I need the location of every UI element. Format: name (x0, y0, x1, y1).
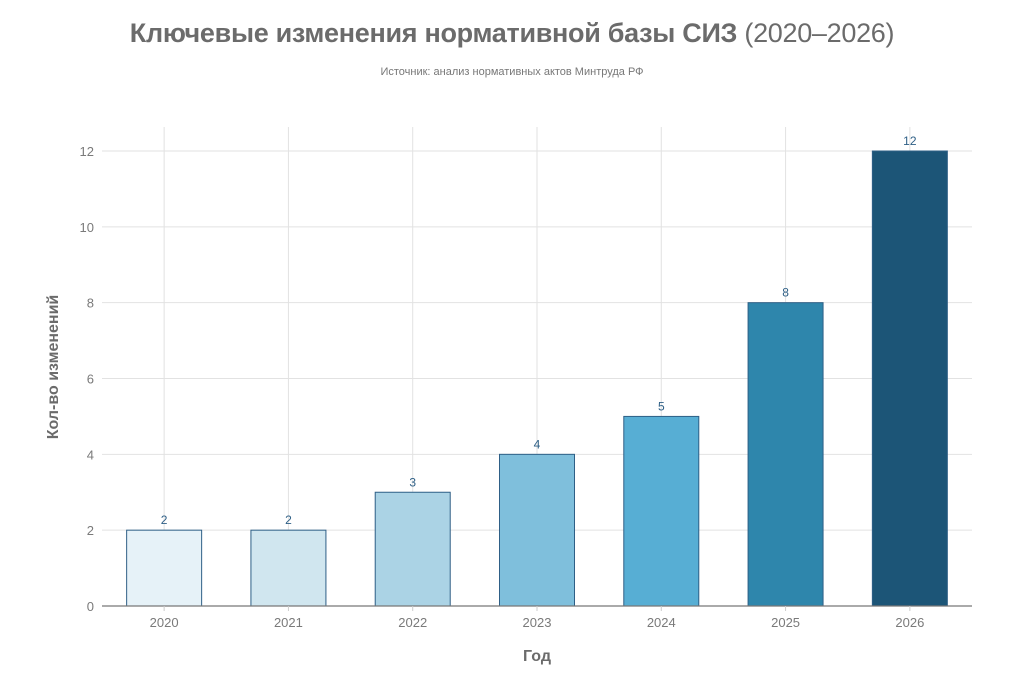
bar-value-label: 2 (285, 513, 292, 527)
bar-2020 (126, 529, 203, 607)
bar-value-label: 12 (903, 134, 917, 148)
x-tick-label: 2021 (274, 615, 303, 630)
bar-2024 (623, 415, 700, 607)
y-tick-label: 4 (87, 447, 94, 462)
x-tick-label: 2024 (647, 615, 676, 630)
y-tick-label: 12 (80, 144, 94, 159)
x-tick-label: 2025 (771, 615, 800, 630)
bar-value-label: 3 (409, 475, 416, 489)
y-tick-label: 10 (80, 220, 94, 235)
bar-value-label: 5 (658, 399, 665, 413)
bar-2023 (499, 453, 575, 607)
y-axis-title: Кол-во изменений (45, 295, 62, 440)
bar-2021 (250, 529, 327, 607)
x-tick-label: 2022 (398, 615, 427, 630)
y-tick-label: 2 (87, 523, 94, 538)
x-tick-label: 2023 (523, 615, 552, 630)
y-tick-label: 0 (87, 599, 94, 614)
chart-title-years: (2020–2026) (744, 18, 895, 48)
bar-2026 (871, 150, 948, 607)
x-axis-title: Год (523, 648, 551, 665)
bars: 2 2 3 4 5 8 12 (126, 134, 948, 607)
bar-value-label: 2 (161, 513, 168, 527)
bar-2022 (374, 491, 451, 607)
chart-title: Ключевые изменения нормативной базы СИЗ … (0, 18, 1024, 49)
x-axis-ticks: 2020 2021 2022 2023 2024 2025 2026 (150, 606, 924, 630)
y-tick-label: 8 (87, 296, 94, 311)
y-axis-ticks: 0 2 4 6 8 10 12 (80, 144, 94, 614)
y-tick-label: 6 (87, 372, 94, 387)
bar-value-label: 8 (782, 286, 789, 300)
x-tick-label: 2026 (895, 615, 924, 630)
x-tick-label: 2020 (150, 615, 179, 630)
bar-value-label: 4 (534, 437, 541, 451)
chart-title-main: Ключевые изменения нормативной базы СИЗ (129, 18, 738, 48)
chart-subtitle: Источник: анализ нормативных актов Минтр… (380, 66, 644, 78)
bar-2025 (747, 302, 824, 607)
